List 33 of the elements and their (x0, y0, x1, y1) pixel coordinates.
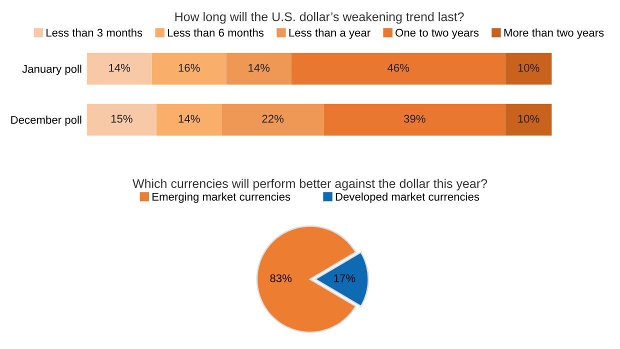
bar (226, 52, 292, 85)
bar (156, 104, 222, 136)
data-label: 83% (270, 274, 292, 282)
bar (291, 52, 506, 85)
y-tick-label: December poll (11, 116, 82, 126)
data-label: 17% (334, 274, 356, 282)
data-label: 15% (111, 114, 132, 123)
legend-label: Less than a year (289, 28, 370, 39)
legend-label: More than two years (504, 28, 604, 39)
bar (324, 104, 506, 136)
bar (222, 104, 324, 136)
data-label: 22% (262, 114, 284, 123)
bar (86, 52, 152, 85)
legend-label: Less than 6 months (168, 28, 264, 37)
data-label: 46% (387, 64, 410, 72)
legend-label: Less than 3 months (46, 28, 142, 37)
legend-label: Developed market currencies (336, 192, 480, 203)
bar (86, 104, 157, 136)
data-label: 10% (518, 64, 540, 72)
chart-title: Which currencies will perform better against the dollar this year? (132, 178, 488, 190)
legend-label: Emerging market currencies (152, 192, 290, 203)
data-label: 14% (109, 64, 130, 72)
bar (152, 52, 226, 85)
data-label: 14% (248, 64, 270, 72)
data-label: 16% (178, 64, 200, 72)
data-label: 39% (404, 114, 426, 123)
data-label: 14% (178, 114, 200, 123)
bar (505, 52, 552, 85)
legend-label: One to two years (396, 28, 479, 39)
y-tick-label: January poll (22, 64, 82, 76)
chart-title: How long will the U.S. dollar’s weakening trend last? (175, 12, 464, 24)
data-label: 10% (518, 114, 540, 123)
bar (505, 104, 552, 136)
